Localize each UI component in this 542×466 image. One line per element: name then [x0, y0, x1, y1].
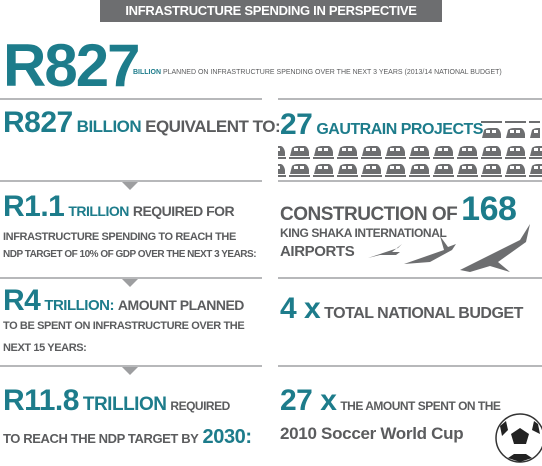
divider — [0, 98, 262, 100]
row: 4 x TOTAL NATIONAL BUDGET — [280, 294, 523, 324]
soccer-ball — [495, 413, 542, 463]
line: NEXT 15 YEARS: — [3, 342, 87, 354]
text: GAUTRAIN PROJECTS — [316, 121, 483, 138]
unit: TRILLION: — [44, 297, 114, 314]
header-bar: INFRASTRUCTURE SPENDING IN PERSPECTIVE — [100, 0, 442, 22]
unit: BILLION — [76, 117, 142, 136]
train-icons — [278, 162, 542, 180]
divider — [278, 365, 542, 367]
line: INFRASTRUCTURE SPENDING TO REACH THE — [3, 231, 236, 243]
hero-amount: R827 — [3, 32, 140, 99]
row: R827 BILLION EQUIVALENT TO: — [3, 106, 281, 139]
year: 2030: — [202, 426, 253, 448]
line: AIRPORTS — [280, 243, 355, 260]
text: THE AMOUNT SPENT ON THE — [340, 399, 501, 413]
text: CONSTRUCTION OF — [280, 204, 458, 225]
header-title: INFRASTRUCTURE SPENDING IN PERSPECTIVE — [125, 3, 417, 18]
divider — [0, 180, 262, 182]
line: TO REACH THE NDP TARGET BY 2030: — [3, 427, 252, 447]
divider — [278, 180, 542, 182]
amount: 27 — [280, 108, 313, 141]
amount: 4 x — [280, 292, 321, 325]
row: R11.8 TRILLION REQUIRED — [3, 386, 230, 416]
divider — [278, 98, 542, 100]
divider — [0, 365, 262, 367]
train-icons — [278, 144, 542, 162]
train-icons — [478, 120, 540, 138]
text: TOTAL NATIONAL BUDGET — [324, 305, 523, 322]
amount: R1.1 — [3, 190, 65, 223]
line-text: TO REACH THE NDP TARGET BY — [3, 431, 199, 446]
line: NDP TARGET OF 10% OF GDP OVER THE NEXT 3… — [3, 249, 257, 260]
hero-unit: BILLION — [133, 69, 161, 76]
text: REQUIRED FOR — [132, 203, 235, 219]
row: 27 GAUTRAIN PROJECTS — [280, 110, 483, 140]
text: EQUIVALENT TO: — [145, 117, 281, 136]
hero-caption: BILLION PLANNED ON INFRASTRUCTURE SPENDI… — [133, 69, 502, 76]
line: KING SHAKA INTERNATIONAL — [280, 226, 447, 240]
amount: 27 x — [280, 384, 337, 417]
row: R4 TRILLION: AMOUNT PLANNED — [3, 286, 244, 316]
divider — [0, 277, 262, 279]
amount: 168 — [461, 190, 517, 228]
line: TO BE SPENT ON INFRASTRUCTURE OVER THE — [3, 320, 245, 332]
unit: TRILLION — [68, 203, 129, 219]
amount: R4 — [3, 284, 41, 317]
amount: R11.8 — [3, 384, 79, 417]
line: 2010 Soccer World Cup — [280, 424, 464, 443]
divider — [278, 277, 542, 279]
row: CONSTRUCTION OF 168 — [280, 190, 517, 228]
row: 27 x THE AMOUNT SPENT ON THE — [280, 384, 501, 417]
text: REQUIRED — [170, 399, 230, 413]
amount: R827 — [3, 106, 73, 139]
row: R1.1 TRILLION REQUIRED FOR — [3, 190, 235, 223]
hero-text: PLANNED ON INFRASTRUCTURE SPENDING OVER … — [162, 69, 502, 76]
divider-arrows — [122, 182, 138, 375]
text: AMOUNT PLANNED — [117, 297, 245, 313]
plane-icons — [368, 224, 530, 272]
unit: TRILLION — [82, 394, 167, 415]
